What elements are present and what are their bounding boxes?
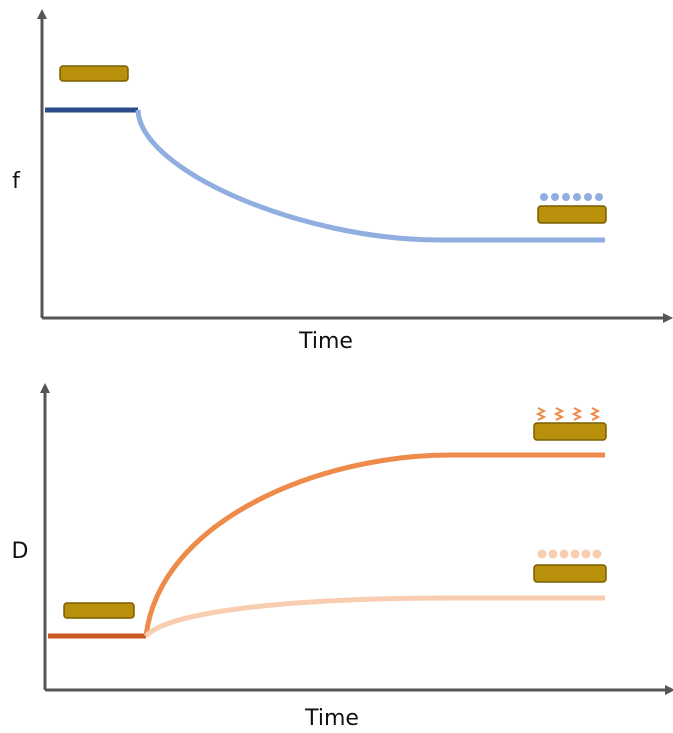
dissipation-curve-soft bbox=[143, 452, 605, 637]
sensor bbox=[533, 422, 607, 441]
adsorbed-layer bbox=[540, 193, 603, 201]
sensor bbox=[59, 65, 129, 82]
y-axis-label: D bbox=[12, 539, 29, 564]
soft-layer bbox=[535, 407, 601, 421]
top-panel: f Time bbox=[12, 9, 673, 354]
sensor bbox=[63, 602, 135, 619]
rigid-layer bbox=[537, 549, 602, 559]
sensor bbox=[533, 564, 607, 583]
dissipation-curve-rigid bbox=[144, 595, 605, 638]
x-axis-label: Time bbox=[304, 706, 359, 729]
frequency-curve bbox=[135, 109, 605, 243]
y-axis-label: f bbox=[12, 169, 21, 194]
bottom-panel: D Time bbox=[12, 383, 673, 731]
sensor bbox=[537, 205, 607, 224]
x-axis-label: Time bbox=[298, 329, 353, 354]
